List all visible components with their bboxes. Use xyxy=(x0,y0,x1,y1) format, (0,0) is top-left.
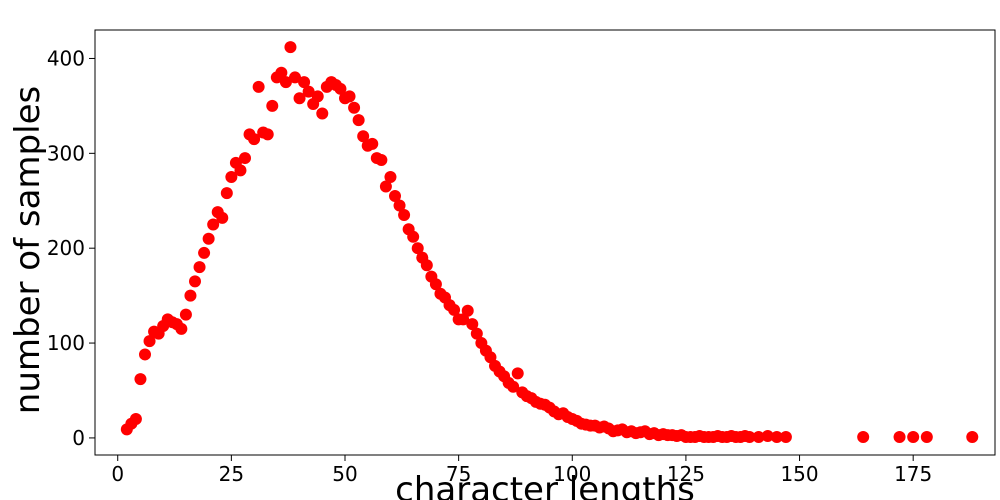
svg-text:200: 200 xyxy=(47,236,85,260)
svg-text:0: 0 xyxy=(111,462,124,486)
svg-text:25: 25 xyxy=(219,462,244,486)
svg-text:100: 100 xyxy=(553,462,591,486)
svg-text:75: 75 xyxy=(446,462,471,486)
scatter-chart: number of samples character lengths 0255… xyxy=(0,0,1000,500)
svg-text:50: 50 xyxy=(332,462,357,486)
svg-text:400: 400 xyxy=(47,46,85,70)
svg-text:0: 0 xyxy=(72,426,85,450)
chart-svg: 0 25 50 75 100 125 150 175 0 100 200 300 400 xyxy=(0,0,1000,500)
svg-text:175: 175 xyxy=(894,462,932,486)
svg-text:150: 150 xyxy=(780,462,818,486)
svg-text:125: 125 xyxy=(667,462,705,486)
svg-text:300: 300 xyxy=(47,141,85,165)
svg-text:100: 100 xyxy=(47,331,85,355)
